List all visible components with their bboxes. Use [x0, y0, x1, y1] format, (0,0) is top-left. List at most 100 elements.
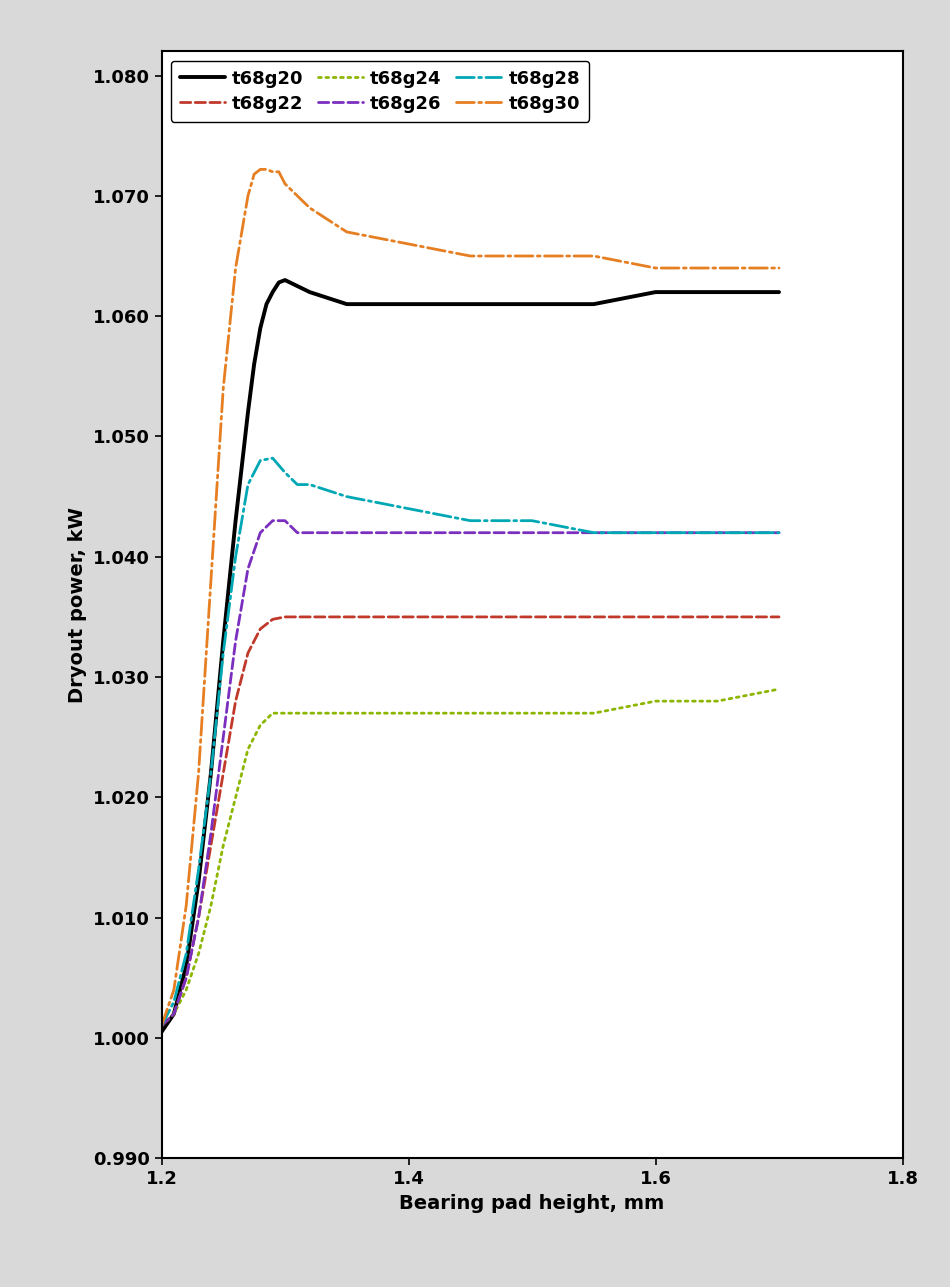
- t68g26: [304, 525, 315, 541]
- t68g28: [588, 525, 599, 541]
- t68g20: [274, 274, 285, 290]
- t68g22: [205, 838, 217, 853]
- t68g20: [230, 514, 241, 529]
- t68g22: [465, 609, 476, 624]
- t68g28: [403, 501, 414, 516]
- t68g30: [341, 224, 352, 239]
- t68g30: [279, 176, 291, 192]
- t68g28: [156, 1018, 167, 1033]
- t68g24: [465, 705, 476, 721]
- Legend: t68g20, t68g22, t68g24, t68g26, t68g28, t68g30: t68g20, t68g22, t68g24, t68g26, t68g28, …: [171, 60, 589, 122]
- t68g28: [773, 525, 785, 541]
- t68g24: [403, 705, 414, 721]
- t68g28: [205, 766, 217, 781]
- t68g30: [526, 248, 538, 264]
- t68g28: [255, 453, 266, 468]
- t68g30: [261, 162, 273, 178]
- t68g28: [267, 450, 278, 466]
- t68g22: [588, 609, 599, 624]
- t68g30: [403, 237, 414, 252]
- t68g22: [218, 766, 229, 781]
- t68g30: [218, 381, 229, 396]
- t68g28: [242, 477, 254, 493]
- t68g26: [773, 525, 785, 541]
- t68g28: [712, 525, 723, 541]
- t68g24: [773, 681, 785, 696]
- t68g24: [650, 694, 661, 709]
- t68g28: [168, 994, 180, 1009]
- t68g22: [403, 609, 414, 624]
- t68g30: [255, 162, 266, 178]
- t68g28: [292, 477, 303, 493]
- t68g26: [193, 910, 204, 925]
- t68g26: [403, 525, 414, 541]
- t68g22: [292, 609, 303, 624]
- t68g30: [267, 163, 278, 179]
- Y-axis label: Dryout power, kW: Dryout power, kW: [68, 507, 87, 703]
- t68g22: [526, 609, 538, 624]
- t68g22: [279, 609, 291, 624]
- t68g22: [341, 609, 352, 624]
- t68g20: [180, 958, 192, 973]
- t68g24: [279, 705, 291, 721]
- t68g22: [193, 910, 204, 925]
- t68g28: [180, 946, 192, 961]
- t68g20: [168, 1006, 180, 1022]
- t68g28: [341, 489, 352, 505]
- t68g26: [156, 1018, 167, 1033]
- t68g26: [712, 525, 723, 541]
- t68g30: [773, 260, 785, 275]
- Line: t68g20: t68g20: [162, 281, 779, 1032]
- t68g28: [650, 525, 661, 541]
- t68g20: [267, 284, 278, 300]
- t68g26: [267, 514, 278, 529]
- t68g24: [526, 705, 538, 721]
- t68g20: [218, 633, 229, 649]
- t68g30: [292, 188, 303, 203]
- t68g24: [156, 1018, 167, 1033]
- t68g30: [588, 248, 599, 264]
- t68g24: [230, 790, 241, 806]
- t68g24: [292, 705, 303, 721]
- t68g22: [242, 645, 254, 660]
- t68g26: [588, 525, 599, 541]
- t68g20: [292, 278, 303, 293]
- t68g26: [650, 525, 661, 541]
- t68g24: [180, 982, 192, 997]
- t68g24: [712, 694, 723, 709]
- t68g20: [650, 284, 661, 300]
- t68g24: [218, 838, 229, 853]
- t68g22: [712, 609, 723, 624]
- t68g30: [205, 573, 217, 588]
- t68g26: [255, 525, 266, 541]
- t68g30: [156, 1018, 167, 1033]
- t68g24: [588, 705, 599, 721]
- t68g22: [168, 1006, 180, 1022]
- t68g20: [242, 404, 254, 420]
- t68g30: [168, 982, 180, 997]
- t68g26: [341, 525, 352, 541]
- t68g28: [304, 477, 315, 493]
- t68g26: [292, 525, 303, 541]
- t68g28: [230, 550, 241, 565]
- t68g20: [526, 296, 538, 311]
- t68g20: [249, 356, 260, 372]
- t68g20: [261, 296, 273, 311]
- X-axis label: Bearing pad height, mm: Bearing pad height, mm: [399, 1193, 665, 1212]
- t68g30: [712, 260, 723, 275]
- Line: t68g28: t68g28: [162, 458, 779, 1026]
- t68g24: [341, 705, 352, 721]
- t68g26: [205, 826, 217, 842]
- t68g20: [712, 284, 723, 300]
- t68g30: [230, 260, 241, 275]
- Line: t68g26: t68g26: [162, 521, 779, 1026]
- t68g30: [304, 201, 315, 216]
- t68g20: [773, 284, 785, 300]
- t68g20: [279, 273, 291, 288]
- t68g30: [465, 248, 476, 264]
- t68g20: [341, 296, 352, 311]
- t68g26: [465, 525, 476, 541]
- Line: t68g22: t68g22: [162, 616, 779, 1026]
- t68g26: [230, 633, 241, 649]
- t68g30: [274, 163, 285, 179]
